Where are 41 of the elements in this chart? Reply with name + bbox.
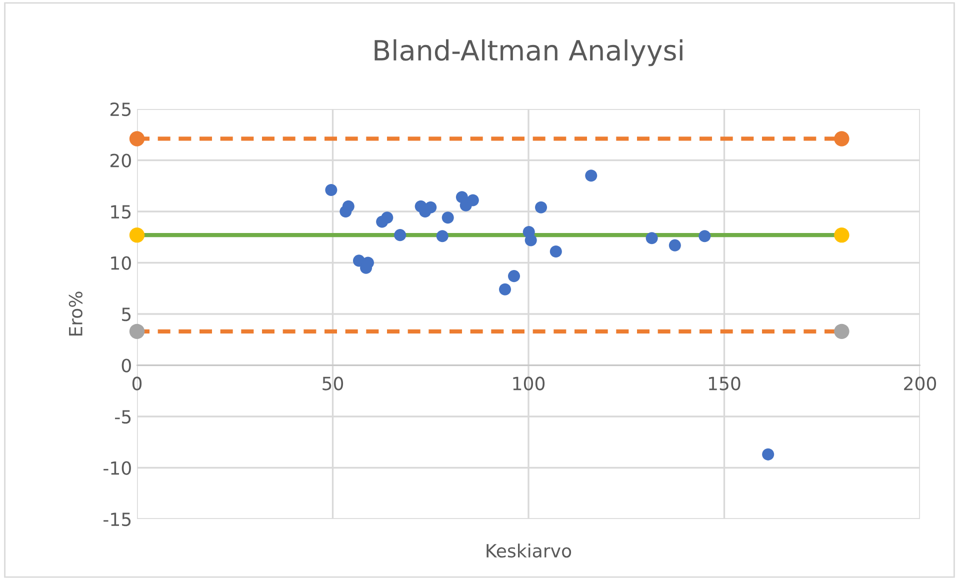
point	[550, 245, 562, 258]
point	[129, 227, 145, 243]
x-axis-title: Keskiarvo	[486, 544, 572, 558]
point	[466, 194, 479, 206]
point	[834, 227, 850, 243]
y-tick-label: 20	[110, 154, 131, 168]
point	[524, 234, 537, 246]
x-tick-label: 0	[132, 376, 142, 390]
point	[508, 270, 520, 282]
y-axis-title: Ero%	[68, 292, 82, 336]
point	[498, 283, 512, 296]
point	[424, 201, 437, 214]
point	[342, 200, 354, 212]
point	[436, 230, 448, 242]
y-tick-label: 0	[122, 358, 131, 372]
point	[698, 230, 711, 242]
chart-title: Bland-Altman Analyysi	[374, 39, 682, 66]
point	[535, 201, 548, 214]
point	[442, 212, 454, 224]
y-tick-label: 10	[111, 256, 131, 270]
y-tick-label: -5	[115, 410, 131, 424]
x-tick-label: 200	[904, 376, 936, 390]
point	[668, 239, 681, 252]
y-tick-label: -15	[104, 512, 131, 526]
y-tick-label: 25	[110, 102, 131, 116]
point	[129, 324, 145, 340]
point	[585, 170, 598, 182]
point	[646, 232, 658, 244]
x-tick-label: 150	[709, 376, 740, 390]
point	[325, 184, 338, 196]
x-tick-label: 50	[322, 376, 344, 390]
y-tick-label: 15	[111, 205, 131, 219]
point	[834, 324, 850, 340]
point	[834, 131, 850, 146]
point	[394, 229, 406, 242]
point	[762, 448, 774, 460]
point	[129, 131, 145, 146]
y-tick-label: 5	[122, 308, 131, 322]
point	[381, 212, 394, 224]
x-tick-label: 100	[513, 376, 545, 390]
y-tick-label: -10	[104, 461, 131, 475]
